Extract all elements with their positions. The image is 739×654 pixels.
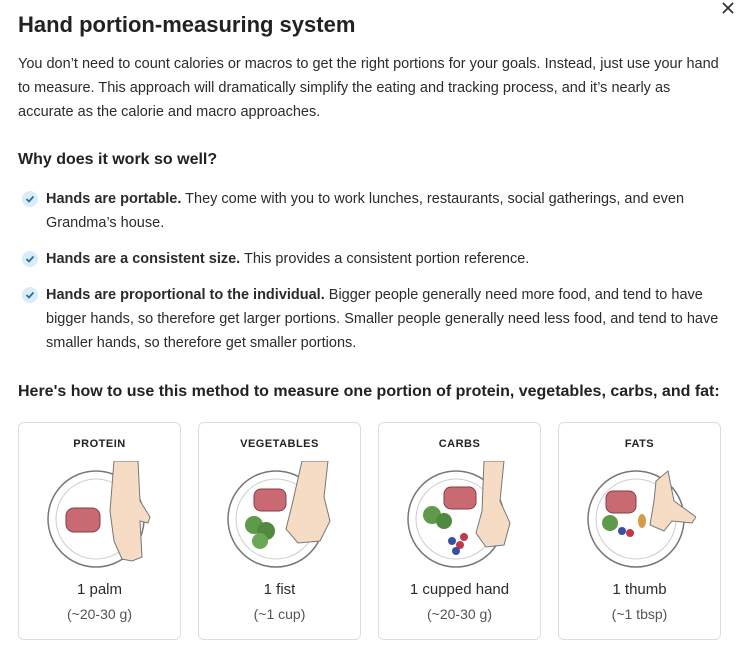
portion-cards: PROTEIN 1 palm (~20-30 g) VEGETABLES 1 f… [18,422,721,640]
section-heading: Why does it work so well? [18,151,218,168]
check-icon [22,287,38,303]
illustration [47,461,151,568]
reason-item: Hands are a consistent size. This provid… [18,247,723,271]
card-label: VEGETABLES [240,438,319,450]
card-equivalent: (~1 cup) [253,606,306,622]
card-equivalent: (~1 tbsp) [611,606,668,622]
reason-text: Bigger people generally need more food, … [46,287,719,351]
card-equivalent: (~20-30 g) [427,606,492,622]
reason-text: This provides a consistent portion refer… [244,251,530,267]
check-icon [22,191,38,207]
card-label: FATS [624,438,655,450]
reason-text: They come with you to work lunches, rest… [46,191,685,231]
illustration [587,470,696,568]
card-amount: 1 thumb [612,581,667,598]
reason-item: Hands are proportional to the individual… [18,283,723,355]
reason-item: Hands are portable. They come with you t… [18,187,723,235]
illustration [227,461,331,568]
reason-lead: Hands are portable. [46,191,182,207]
card-equivalent: (~20-30 g) [67,606,132,622]
close-button[interactable] [720,0,736,16]
reason-lead: Hands are proportional to the individual… [46,287,325,303]
card-amount: 1 palm [76,581,123,598]
portion-card: VEGETABLES 1 fist (~1 cup) [198,422,361,640]
portion-card: PROTEIN 1 palm (~20-30 g) [18,422,181,640]
portion-card: FATS 1 thumb (~1 tbsp) [558,422,721,640]
check-icon [22,251,38,267]
title: Hand portion-measuring system [18,12,356,37]
illustration [407,461,511,568]
card-amount: 1 fist [263,581,296,598]
card-label: CARBS [438,438,481,450]
intro-text: You don’t need to count calories or macr… [18,56,719,120]
card-amount: 1 cupped hand [409,581,510,598]
reason-list: Hands are portable. They come with you t… [18,187,723,367]
portion-card: CARBS 1 cupped hand (~20-30 g) [378,422,541,640]
section-heading: Here's how to use this method to measure… [18,383,720,400]
card-label: PROTEIN [73,438,126,450]
reason-lead: Hands are a consistent size. [46,251,241,267]
